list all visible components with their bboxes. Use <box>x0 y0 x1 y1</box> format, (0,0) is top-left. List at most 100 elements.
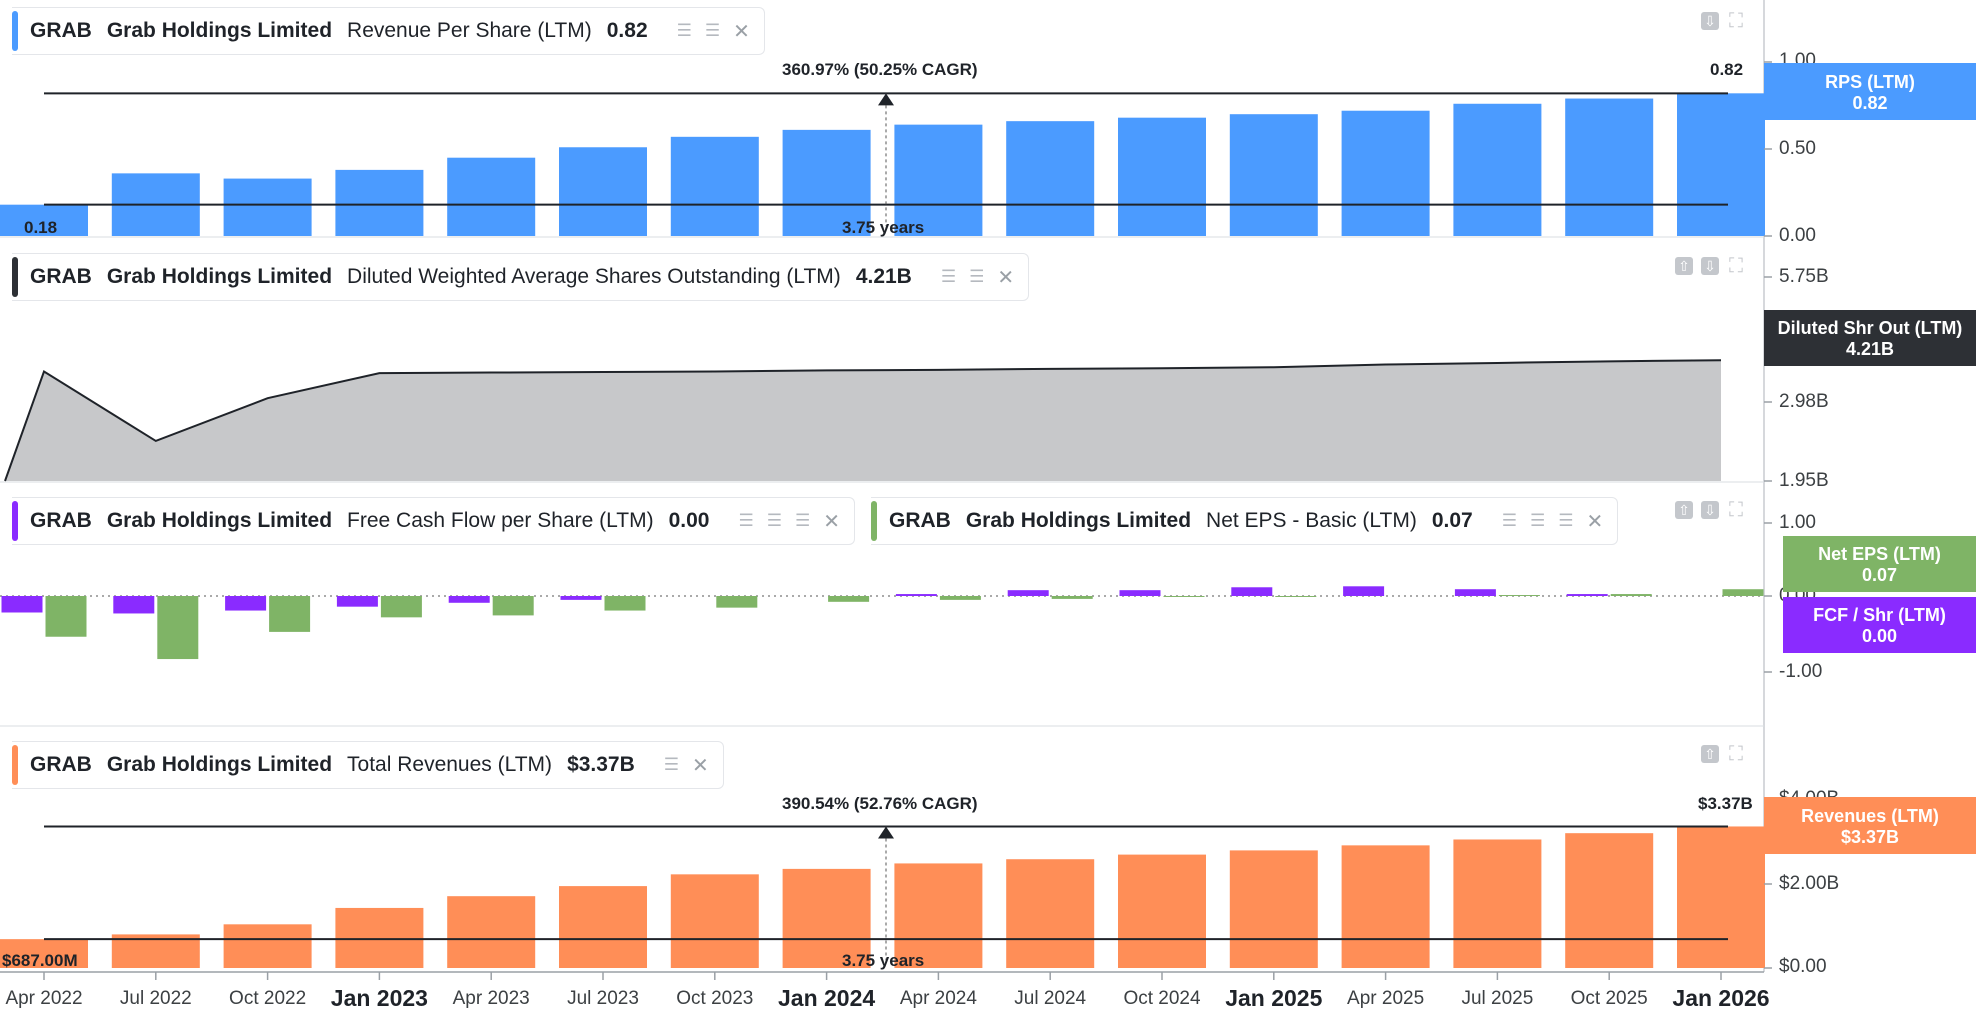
close-icon[interactable]: ✕ <box>692 754 709 777</box>
y-tick-label: 5.75B <box>1779 266 1829 287</box>
x-tick-label: Jul 2023 <box>567 988 639 1009</box>
flag-label: Diluted Shr Out (LTM) <box>1777 318 1963 338</box>
flag-value: 4.21B <box>1845 339 1895 359</box>
revenue-bar <box>559 886 647 968</box>
revenue-bar <box>1229 850 1318 968</box>
x-tick-label: Apr 2025 <box>1347 988 1425 1009</box>
stack-icon[interactable]: ☰ <box>794 511 811 530</box>
eps-bar <box>828 596 870 602</box>
fcf-bar <box>225 596 267 611</box>
eps-bar <box>716 596 758 608</box>
close-icon[interactable]: ✕ <box>823 510 840 533</box>
stack-icon[interactable]: ☰ <box>969 267 985 286</box>
eps-bar <box>1163 596 1205 597</box>
flag-value: 0.07 <box>1861 565 1898 585</box>
revenue-bar <box>894 863 983 968</box>
stack-icon[interactable]: ☰ <box>704 21 721 40</box>
eps-legend[interactable]: GRAB Grab Holdings Limited Net EPS - Bas… <box>871 497 1619 545</box>
x-tick-label: Jul 2025 <box>1461 988 1534 1009</box>
fullscreen-icon[interactable]: ⛶ <box>1729 10 1743 32</box>
rps-bar <box>1006 121 1095 236</box>
legend-value: 4.21B <box>855 265 912 288</box>
legend-metric: Total Revenues (LTM) <box>347 753 553 776</box>
fullscreen-icon[interactable]: ⛶ <box>1729 743 1743 765</box>
legend-value: 0.00 <box>668 509 710 532</box>
flag-value: 0.00 <box>1861 626 1898 646</box>
rps-bar <box>1229 114 1318 236</box>
fullscreen-icon[interactable]: ⛶ <box>1729 499 1743 521</box>
move-up-icon[interactable]: ⇧ <box>1675 257 1693 275</box>
x-tick-label: Oct 2025 <box>1570 988 1648 1009</box>
close-icon[interactable]: ✕ <box>997 266 1015 289</box>
eps-bar <box>1275 596 1317 597</box>
revenue-bar <box>1677 826 1765 968</box>
move-down-icon[interactable]: ⇩ <box>1701 257 1719 275</box>
rps-bar <box>223 178 312 236</box>
rps-value-flag: RPS (LTM) 0.82 <box>1764 63 1976 120</box>
rps-panel-controls: ⇩ ⛶ <box>1701 10 1745 32</box>
revenue-legend[interactable]: GRAB Grab Holdings Limited Total Revenue… <box>12 741 724 789</box>
layers-icon[interactable]: ☰ <box>766 511 782 530</box>
eps-bar <box>1722 589 1764 596</box>
revenue-legend-swatch <box>12 745 18 785</box>
layers-icon[interactable]: ☰ <box>663 755 680 774</box>
stack-icon[interactable]: ☰ <box>1558 511 1574 530</box>
rps-panel-plot <box>0 92 1765 236</box>
rps-bar <box>335 169 424 236</box>
eps-bar <box>1498 595 1540 596</box>
rps-bar <box>1565 98 1654 236</box>
y-tick-label: -1.00 <box>1779 661 1823 682</box>
flag-value: $3.37B <box>1840 827 1900 847</box>
move-up-icon[interactable]: ⇧ <box>1675 501 1693 519</box>
layers-icon[interactable]: ☰ <box>1529 511 1546 530</box>
fcf-value-flag: FCF / Shr (LTM) 0.00 <box>1783 597 1976 653</box>
rps-start-label: 0.18 <box>24 218 58 237</box>
eps-bar <box>269 596 311 632</box>
rps-bar <box>1677 93 1765 236</box>
rps-bar <box>1453 103 1542 236</box>
legend-value: 0.82 <box>606 19 648 42</box>
x-tick-label: Jan 2023 <box>330 985 428 1011</box>
rps-legend[interactable]: GRAB Grab Holdings Limited Revenue Per S… <box>12 7 765 55</box>
legend-ticker: GRAB <box>889 509 951 532</box>
fcf-bar <box>1 596 43 613</box>
shares-panel-controls: ⇧ ⇩ ⛶ <box>1675 255 1745 277</box>
rps-bar <box>1118 117 1206 236</box>
x-tick-label: Oct 2024 <box>1123 988 1201 1009</box>
legend-metric: Net EPS - Basic (LTM) <box>1206 509 1417 532</box>
x-tick-label: Oct 2023 <box>676 988 754 1009</box>
fcf-bar <box>1566 594 1608 596</box>
close-icon[interactable]: ✕ <box>1586 510 1604 533</box>
legend-metric: Diluted Weighted Average Shares Outstand… <box>347 265 841 288</box>
eps-value-flag: Net EPS (LTM) 0.07 <box>1783 536 1976 592</box>
revenue-value-flag: Revenues (LTM) $3.37B <box>1764 797 1976 854</box>
shares-legend[interactable]: GRAB Grab Holdings Limited Diluted Weigh… <box>12 253 1030 301</box>
revenue-bar <box>1341 845 1430 968</box>
fullscreen-icon[interactable]: ⛶ <box>1729 255 1743 277</box>
rps-growth-label: 360.97% (50.25% CAGR) <box>782 60 978 79</box>
fcf-bar <box>1454 589 1496 596</box>
rps-bar <box>0 204 88 236</box>
move-down-icon[interactable]: ⇩ <box>1701 12 1719 30</box>
legend-company: Grab Holdings Limited <box>106 265 333 288</box>
add-layer-icon[interactable]: ☰ <box>1501 511 1517 530</box>
layers-icon[interactable]: ☰ <box>940 267 957 286</box>
move-up-icon[interactable]: ⇧ <box>1701 745 1719 763</box>
layers-icon[interactable]: ☰ <box>676 21 692 40</box>
legend-value: 0.07 <box>1431 509 1473 532</box>
add-layer-icon[interactable]: ☰ <box>738 511 754 530</box>
revenue-bar <box>1006 859 1095 968</box>
fcf-legend[interactable]: GRAB Grab Holdings Limited Free Cash Flo… <box>12 497 855 545</box>
move-down-icon[interactable]: ⇩ <box>1701 501 1719 519</box>
y-tick-label: 1.00 <box>1779 512 1816 533</box>
x-tick-label: Jul 2022 <box>119 988 192 1009</box>
shares-line <box>4 359 1722 482</box>
close-icon[interactable]: ✕ <box>733 20 750 43</box>
rps-end-label: 0.82 <box>1710 60 1744 79</box>
revenue-bar <box>782 868 871 968</box>
fcf-panel-controls: ⇧ ⇩ ⛶ <box>1675 499 1745 521</box>
legend-metric: Revenue Per Share (LTM) <box>347 19 592 42</box>
fcf-bar <box>113 596 155 614</box>
revenue-bar <box>1118 854 1206 968</box>
revenue-growth-label: 390.54% (52.76% CAGR) <box>782 794 978 813</box>
